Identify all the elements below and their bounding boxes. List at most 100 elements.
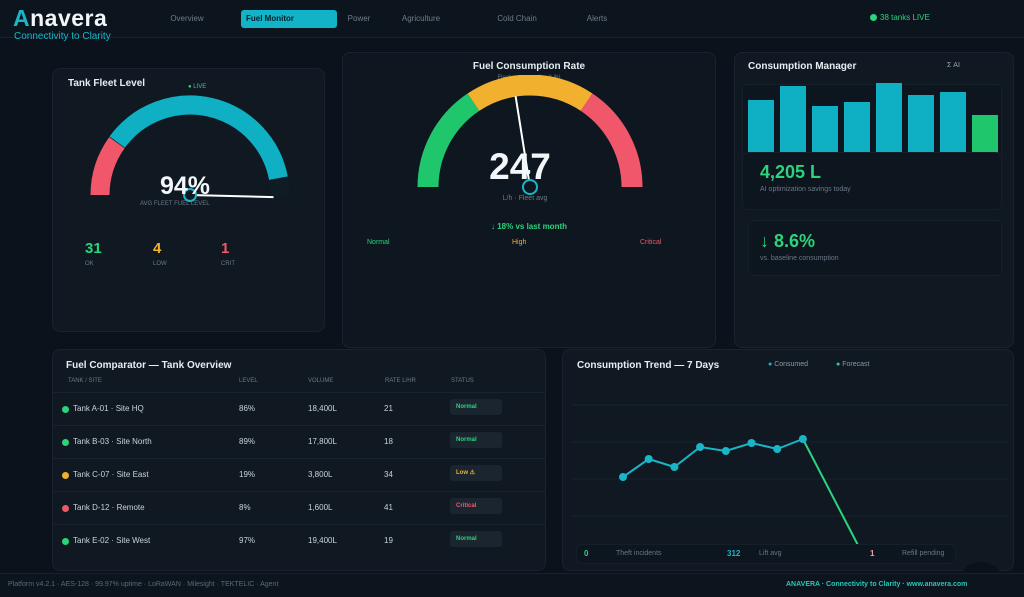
manager-bars-panel	[742, 82, 1002, 160]
nav-alerts[interactable]: Alerts	[586, 14, 608, 23]
live-dot-icon	[870, 14, 877, 21]
stat-crit-label: CRIT	[221, 261, 235, 267]
legend-forecast-label: Forecast	[842, 361, 870, 368]
forecast-line	[802, 438, 859, 546]
tank-fleet-gauge	[90, 95, 290, 202]
status-badge: Low ⚠	[450, 465, 502, 481]
tank-name: Tank D-12 · Remote	[73, 503, 145, 512]
nav-agriculture[interactable]: Agriculture	[401, 14, 441, 23]
zone-high-label: High	[512, 239, 527, 246]
status-badge: Normal	[450, 432, 502, 448]
trend-card	[562, 349, 1014, 571]
fuel-table-title: Fuel Comparator — Tank Overview	[66, 360, 232, 371]
stat-ok-label: OK	[85, 261, 94, 267]
tank-rate: 41	[384, 503, 393, 512]
tank-level: 97%	[239, 536, 256, 545]
nav-fuel-monitor[interactable]: Fuel Monitor	[241, 10, 337, 28]
savings-value: 4,205 L	[760, 162, 822, 182]
status-badge: Critical	[450, 498, 502, 514]
consumed-point[interactable]	[773, 445, 782, 453]
consumed-point[interactable]	[670, 463, 679, 471]
consumed-point[interactable]	[721, 447, 730, 455]
col-header-volume[interactable]: VOLUME	[308, 378, 334, 384]
col-header-rate[interactable]: RATE L/HR	[385, 378, 416, 384]
status-dot-icon	[62, 406, 69, 413]
lift-value: 312	[727, 549, 741, 558]
theft-label: Theft incidents	[616, 550, 662, 557]
brand-tagline: Connectivity to Clarity	[14, 31, 111, 42]
table-row[interactable]: Tank D-12 · Remote 8% 1,600L 41 Critical	[53, 491, 546, 523]
consumed-line	[622, 438, 804, 478]
consumed-point[interactable]	[798, 435, 807, 443]
manager-bar	[844, 102, 870, 155]
consumption-rate-title: Fuel Consumption Rate	[472, 61, 586, 72]
tank-fleet-live-badge: ● LIVE	[188, 84, 207, 90]
status-dot-icon	[62, 538, 69, 545]
col-header-level[interactable]: LEVEL	[239, 378, 258, 384]
stat-crit-value: 1	[221, 240, 230, 257]
consumption-rate-value: 247	[489, 146, 551, 187]
consumption-rate-delta: ↓ 18% vs last month	[490, 222, 568, 231]
col-header-tank[interactable]: TANK / SITE	[68, 378, 102, 384]
table-row[interactable]: Tank E-02 · Site West 97% 19,400L 19 Nor…	[53, 524, 546, 556]
gauge-needle	[189, 194, 274, 199]
tank-fleet-sublabel: AVG FLEET FUEL LEVEL	[140, 201, 210, 207]
manager-bar	[972, 114, 998, 155]
status-dot-icon	[62, 472, 69, 479]
tank-rate: 34	[384, 470, 393, 479]
table-row[interactable]: Tank B-03 · Site North 89% 17,800L 18 No…	[53, 425, 546, 457]
stat-ok-value: 31	[85, 240, 102, 257]
zone-normal-label: Normal	[367, 239, 390, 246]
reduction-value: ↓ 8.6%	[760, 231, 816, 251]
consumed-point[interactable]	[619, 473, 627, 481]
consumption-rate-gauge	[417, 75, 643, 195]
table-row[interactable]: Tank C-07 · Site East 19% 3,800L 34 Low …	[53, 458, 546, 490]
savings-label: AI optimization savings today	[760, 186, 851, 193]
status-dot-icon	[62, 439, 69, 446]
manager-bar	[748, 100, 774, 155]
legend-forecast: ● Forecast	[836, 361, 869, 368]
tank-name: Tank B-03 · Site North	[73, 437, 152, 446]
gauge-hub	[522, 179, 538, 195]
stat-low-label: LOW	[153, 261, 167, 267]
table-row[interactable]: Tank A-01 · Site HQ 86% 18,400L 21 Norma…	[53, 392, 546, 424]
stat-low-value: 4	[153, 240, 162, 257]
status-badge: Normal	[450, 399, 502, 415]
gauge-high-zone	[467, 75, 593, 112]
tank-volume: 3,800L	[308, 470, 333, 479]
consumed-point[interactable]	[644, 455, 653, 463]
gauge-needle	[514, 95, 531, 188]
tank-volume: 17,800L	[308, 437, 337, 446]
tank-level: 19%	[239, 470, 256, 479]
ai-badge[interactable]: Σ AI	[947, 62, 960, 69]
nav-cold-chain[interactable]: Cold Chain	[497, 14, 537, 23]
footer-platform-info: Platform v4.2.1 · AES-128 · 99.97% uptim…	[8, 581, 279, 588]
zone-critical-label: Critical	[640, 239, 662, 246]
tank-fleet-title: Tank Fleet Level	[68, 78, 146, 89]
tank-level: 8%	[239, 503, 251, 512]
status-badge: Normal	[450, 531, 502, 547]
manager-bar	[908, 95, 934, 155]
tank-fleet-live-text: LIVE	[193, 84, 207, 90]
theft-value: 0	[584, 549, 589, 558]
trend-title: Consumption Trend — 7 Days	[577, 360, 720, 371]
nav-power[interactable]: Power	[347, 14, 371, 23]
gauge-hub	[183, 188, 197, 202]
tank-volume: 19,400L	[308, 536, 337, 545]
tank-name: Tank C-07 · Site East	[73, 470, 149, 479]
footer-brand-link[interactable]: ANAVERA · Connectivity to Clarity · www.…	[786, 581, 968, 588]
manager-bar	[940, 91, 966, 155]
gauge-critical-zone	[580, 93, 643, 188]
col-header-status[interactable]: STATUS	[451, 378, 474, 384]
consumed-point[interactable]	[747, 439, 756, 447]
brand-name: navera	[30, 5, 108, 31]
tank-level: 89%	[239, 437, 256, 446]
nav-overview[interactable]: Overview	[170, 14, 204, 23]
consumption-manager-title: Consumption Manager	[748, 61, 857, 72]
gauge-red-segment	[90, 137, 125, 196]
consumption-rate-card	[342, 52, 716, 348]
consumed-point[interactable]	[696, 443, 705, 451]
trend-footer-panel	[576, 544, 956, 564]
brand-logo[interactable]: Anavera	[13, 5, 107, 32]
live-status-text: 38 tanks LIVE	[880, 13, 930, 22]
